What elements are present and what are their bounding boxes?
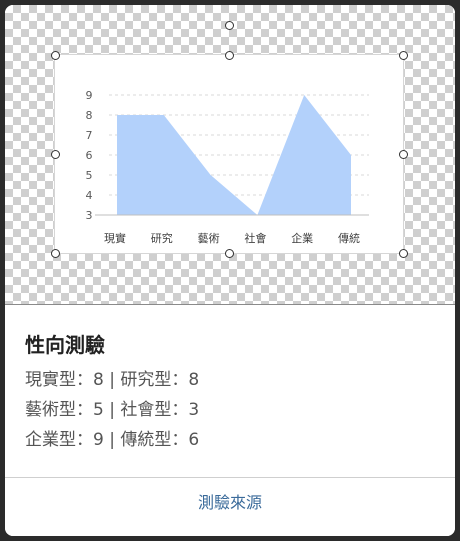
x-tick-label: 藝術 <box>198 232 220 245</box>
score-line-3: 企業型：9 | 傳統型：6 <box>25 430 200 450</box>
resize-handle-bottom-right[interactable] <box>399 249 408 258</box>
x-tick-label: 社會 <box>244 231 266 245</box>
y-tick-label: 9 <box>86 89 93 102</box>
x-tick-label: 企業 <box>291 231 313 245</box>
x-tick-label: 傳統 <box>338 231 360 245</box>
score-line-1: 現實型：8 | 研究型：8 <box>25 370 200 390</box>
y-tick-label: 8 <box>86 109 93 122</box>
test-source-link[interactable]: 測驗來源 <box>197 493 262 512</box>
resize-handle-left[interactable] <box>51 150 60 159</box>
card-body: 性向測驗 現實型：8 | 研究型：8 藝術型：5 | 社會型：3 企業型：9 |… <box>5 304 455 536</box>
y-tick-label: 3 <box>86 209 93 222</box>
y-tick-label: 6 <box>86 149 93 162</box>
resize-handle-right[interactable] <box>399 150 408 159</box>
resize-handle-top-right[interactable] <box>399 51 408 60</box>
chart-canvas: 3 4 5 6 7 8 9 現實 研究 藝術 社會 企業 傳統 <box>5 5 455 304</box>
score-line-2: 藝術型：5 | 社會型：3 <box>25 400 200 420</box>
resize-handle-top-rotate[interactable] <box>225 21 234 30</box>
area-series <box>117 95 351 215</box>
chart-frame[interactable]: 3 4 5 6 7 8 9 現實 研究 藝術 社會 企業 傳統 <box>54 54 404 254</box>
x-tick-label: 研究 <box>151 231 173 245</box>
resize-handle-bottom-left[interactable] <box>51 249 60 258</box>
y-tick-label: 4 <box>86 189 93 202</box>
footer-divider <box>5 477 455 478</box>
resize-handle-top[interactable] <box>225 51 234 60</box>
y-tick-label: 7 <box>86 129 93 142</box>
resize-handle-bottom[interactable] <box>225 249 234 258</box>
area-chart: 3 4 5 6 7 8 9 現實 研究 藝術 社會 企業 傳統 <box>86 89 369 245</box>
chart-card: 3 4 5 6 7 8 9 現實 研究 藝術 社會 企業 傳統 性向測驗 現實型：8 | 研究型：8 藝… <box>5 5 455 536</box>
x-tick-label: 現實 <box>104 231 126 245</box>
y-tick-label: 5 <box>86 169 93 182</box>
resize-handle-top-left[interactable] <box>51 51 60 60</box>
card-title: 性向測驗 <box>25 333 105 357</box>
